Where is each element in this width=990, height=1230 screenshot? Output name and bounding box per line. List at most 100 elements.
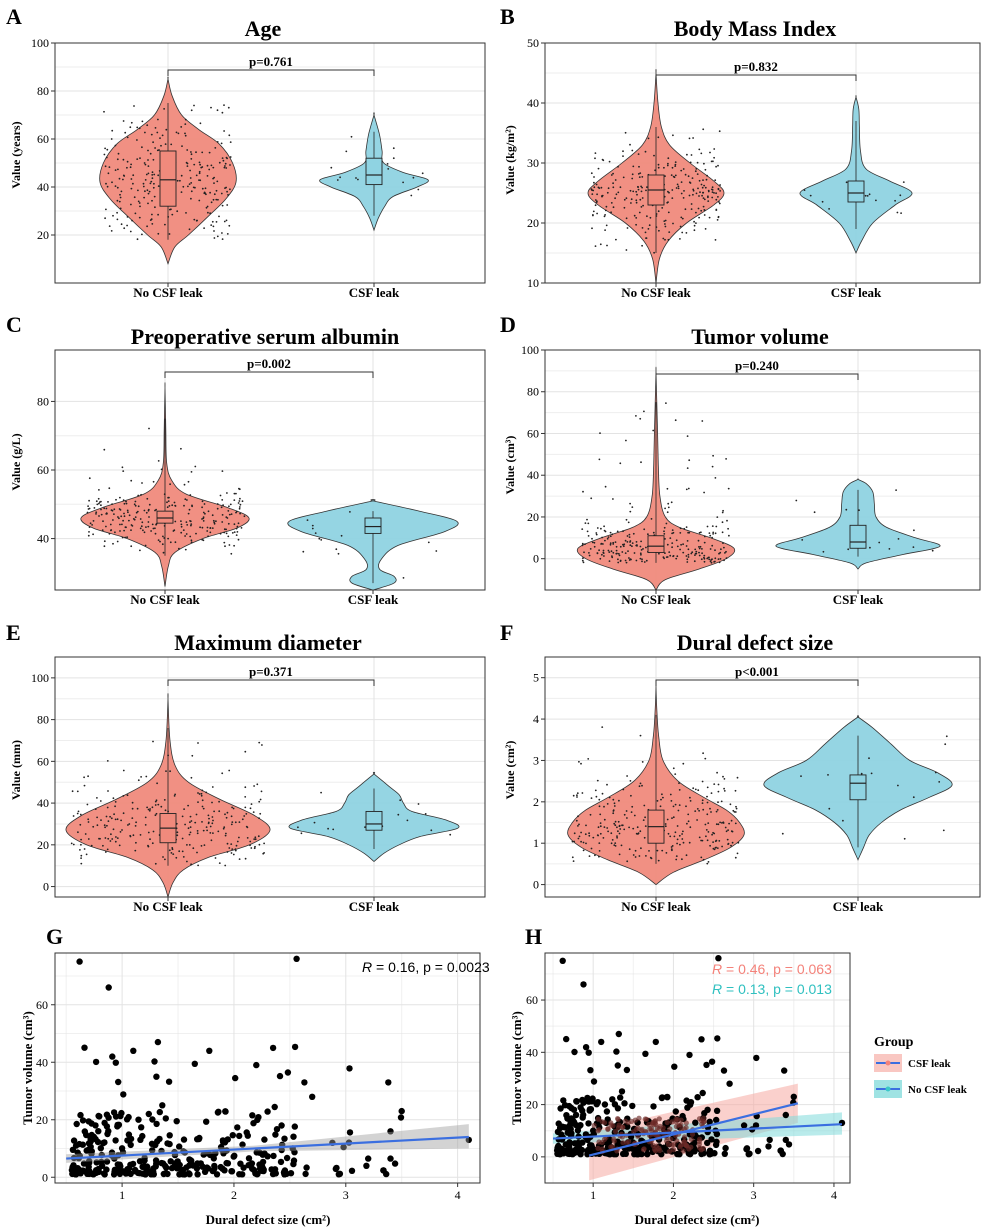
- jitter-point: [197, 864, 200, 867]
- scatter-point: [164, 1170, 171, 1178]
- jitter-point: [122, 120, 125, 122]
- jitter-point: [712, 160, 714, 163]
- jitter-point: [716, 219, 719, 221]
- scatter-point-overlap: [674, 1116, 680, 1122]
- jitter-point: [690, 208, 693, 211]
- jitter-point: [607, 187, 610, 190]
- jitter-point: [189, 535, 192, 538]
- jitter-point: [87, 838, 90, 840]
- jitter-point: [145, 511, 148, 514]
- jitter-point: [639, 545, 642, 548]
- jitter-point: [80, 862, 83, 865]
- jitter-point: [357, 178, 359, 181]
- jitter-point: [709, 560, 712, 563]
- jitter-point: [622, 530, 624, 533]
- ytick-label: 0: [533, 552, 539, 566]
- jitter-point: [111, 503, 113, 505]
- jitter-point: [712, 531, 715, 534]
- jitter-point: [212, 198, 215, 201]
- scatter-point: [712, 1141, 720, 1149]
- scatter-point: [564, 1129, 571, 1136]
- jitter-point: [140, 493, 143, 496]
- jitter-point: [159, 540, 161, 543]
- scatter-point: [109, 1053, 116, 1060]
- jitter-point: [708, 556, 710, 559]
- panel-A: A Age Value (years) p=0.761 20406080100 …: [6, 4, 486, 300]
- jitter-point: [671, 197, 674, 200]
- jitter-point: [236, 840, 239, 843]
- jitter-point: [258, 843, 261, 846]
- jitter-point: [609, 535, 612, 538]
- jitter-point: [895, 489, 897, 491]
- jitter-point: [195, 813, 198, 816]
- jitter-point: [623, 198, 626, 201]
- jitter-point: [718, 202, 721, 205]
- jitter-point: [213, 521, 216, 524]
- jitter-point: [721, 822, 723, 824]
- scatter-point: [671, 1063, 678, 1070]
- scatter-point: [194, 1171, 201, 1178]
- jitter-point: [625, 518, 628, 521]
- jitter-point: [714, 239, 717, 241]
- jitter-point: [618, 799, 620, 802]
- jitter-point: [671, 529, 674, 531]
- jitter-point: [218, 215, 220, 218]
- jitter-point: [167, 496, 170, 499]
- scatter-point-overlap: [700, 1145, 706, 1152]
- jitter-point: [657, 136, 660, 139]
- ytick-label: 80: [37, 394, 49, 408]
- jitter-point: [695, 552, 698, 555]
- jitter-point: [694, 810, 697, 812]
- jitter-point: [635, 201, 638, 204]
- jitter-point: [259, 812, 262, 815]
- jitter-point: [634, 856, 637, 858]
- jitter-point: [221, 232, 223, 234]
- jitter-point: [703, 162, 705, 165]
- jitter-point: [712, 533, 714, 535]
- jitter-point: [244, 786, 247, 789]
- ytick-label: 20: [527, 216, 539, 230]
- jitter-point: [598, 798, 601, 801]
- jitter-point: [238, 836, 240, 839]
- jitter-point: [195, 174, 198, 177]
- scatter-point: [259, 1158, 267, 1166]
- jitter-point: [675, 858, 678, 861]
- jitter-point: [148, 190, 151, 193]
- jitter-point: [702, 858, 705, 861]
- panel-D: D Tumor volume Value (cm³) p=0.240 02040…: [500, 312, 981, 607]
- jitter-point: [639, 557, 642, 560]
- jitter-point: [147, 845, 150, 848]
- jitter-point: [209, 212, 212, 215]
- jitter-point: [572, 860, 575, 862]
- jitter-point: [781, 832, 784, 835]
- jitter-point: [701, 799, 704, 802]
- jitter-point: [214, 857, 217, 859]
- ytick-label: 10: [527, 276, 539, 290]
- jitter-point: [609, 531, 612, 534]
- jitter-point: [628, 533, 631, 536]
- jitter-point: [646, 215, 648, 218]
- jitter-point: [226, 851, 229, 853]
- scatter-point: [271, 1166, 279, 1173]
- jitter-point: [671, 166, 674, 169]
- jitter-point: [602, 543, 604, 545]
- jitter-point: [154, 800, 157, 803]
- jitter-point: [223, 528, 226, 531]
- scatter-point: [176, 1143, 183, 1150]
- jitter-point: [105, 208, 107, 211]
- scatter-point: [722, 1144, 729, 1152]
- jitter-point: [601, 158, 604, 161]
- jitter-point: [659, 805, 662, 808]
- jitter-point: [116, 211, 118, 214]
- jitter-point: [239, 497, 241, 500]
- jitter-point: [638, 855, 641, 857]
- scatter-point: [149, 1116, 156, 1123]
- jitter-point: [716, 771, 718, 774]
- ytick-label: 3: [533, 753, 539, 767]
- jitter-point: [625, 439, 627, 442]
- jitter-point: [166, 506, 169, 509]
- scatter-point: [385, 1079, 392, 1086]
- scatter-point: [127, 1141, 134, 1149]
- jitter-point: [641, 176, 644, 178]
- jitter-point: [311, 524, 314, 527]
